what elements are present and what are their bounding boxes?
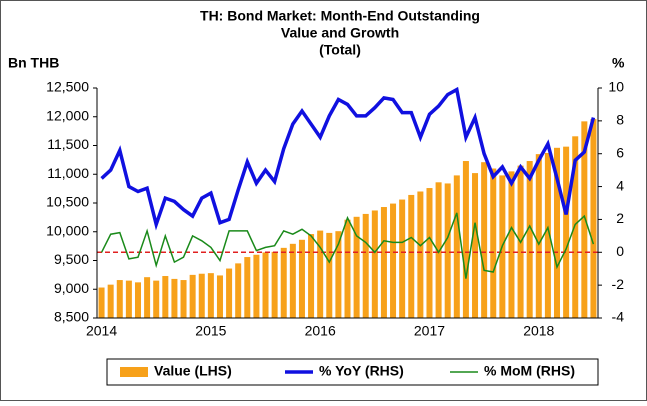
- y-axis-label: Bn THB: [8, 55, 59, 71]
- y2-tick-label: 4: [616, 177, 624, 193]
- bar: [134, 282, 141, 318]
- bar: [98, 287, 105, 318]
- line-series: [100, 86, 596, 231]
- bar: [317, 230, 324, 318]
- bar: [198, 273, 205, 318]
- bar: [253, 254, 260, 318]
- bar: [371, 210, 378, 318]
- bar: [344, 219, 351, 318]
- legend-swatch: [120, 367, 148, 377]
- bar: [526, 161, 533, 318]
- bar: [162, 276, 169, 318]
- bar: [380, 207, 387, 318]
- bar: [171, 278, 178, 318]
- bar: [490, 168, 497, 318]
- bar: [308, 234, 315, 318]
- bar: [116, 280, 123, 318]
- y-tick-label: 12,500: [46, 79, 89, 95]
- bar: [207, 273, 214, 318]
- bar: [444, 183, 451, 318]
- bar: [271, 251, 278, 318]
- legend-box: [106, 358, 599, 386]
- bar: [244, 257, 251, 318]
- bar: [435, 182, 442, 318]
- bar: [235, 263, 242, 318]
- bar: [298, 239, 305, 318]
- y-tick-label: 12,000: [46, 107, 89, 123]
- bar: [326, 232, 333, 318]
- x-tick-label: 2015: [195, 323, 226, 339]
- bar: [362, 213, 369, 318]
- y-tick-label: 9,000: [54, 280, 89, 296]
- y-tick-label: 8,500: [54, 309, 89, 325]
- bar: [462, 161, 469, 318]
- bar: [417, 191, 424, 318]
- x-tick-label: 2016: [305, 323, 336, 339]
- bar: [153, 280, 160, 318]
- y-tick-label: 9,500: [54, 251, 89, 267]
- legend-label: % MoM (RHS): [484, 363, 575, 379]
- y-tick-label: 10,500: [46, 194, 89, 210]
- bar: [481, 162, 488, 318]
- bar: [335, 231, 342, 318]
- y2-tick-label: 8: [616, 112, 624, 128]
- chart-title: (Total): [319, 42, 361, 58]
- chart-title: TH: Bond Market: Month-End Outstanding: [200, 8, 480, 24]
- bar: [581, 121, 588, 318]
- x-tick-label: 2017: [414, 323, 445, 339]
- bar: [390, 203, 397, 318]
- y2-tick-label: 10: [608, 79, 624, 95]
- y2-tick-label: 0: [616, 243, 624, 259]
- legend-label: % YoY (RHS): [319, 363, 404, 379]
- bar: [408, 194, 415, 318]
- bar: [180, 280, 187, 318]
- y2-tick-label: 2: [616, 210, 624, 226]
- bar: [572, 136, 579, 318]
- y-tick-label: 11,000: [47, 165, 89, 181]
- bar: [508, 171, 515, 318]
- bar: [535, 154, 542, 318]
- bar: [399, 199, 406, 318]
- chart-title: Value and Growth: [281, 25, 399, 41]
- y2-tick-label: -2: [612, 276, 625, 292]
- bar: [353, 216, 360, 318]
- bar: [544, 152, 551, 318]
- bar: [453, 175, 460, 318]
- bar: [189, 274, 196, 318]
- x-tick-label: 2018: [523, 323, 554, 339]
- bar: [590, 119, 597, 318]
- bar: [226, 268, 233, 318]
- y2-tick-label: -4: [612, 309, 625, 325]
- bar: [125, 280, 132, 318]
- y2-tick-label: 6: [616, 144, 624, 160]
- line-series: [100, 212, 595, 279]
- bar: [107, 284, 114, 318]
- bar: [216, 275, 223, 318]
- legend-label: Value (LHS): [154, 363, 232, 379]
- bar: [280, 247, 287, 318]
- y2-axis-label: %: [612, 55, 625, 71]
- bar: [563, 146, 570, 318]
- bar: [262, 252, 269, 318]
- y-tick-label: 10,000: [46, 222, 89, 238]
- y-tick-label: 11,500: [47, 136, 89, 152]
- bar: [289, 243, 296, 318]
- bar: [554, 147, 561, 318]
- x-tick-label: 2014: [86, 323, 117, 339]
- bar: [144, 277, 151, 318]
- bar: [472, 173, 479, 318]
